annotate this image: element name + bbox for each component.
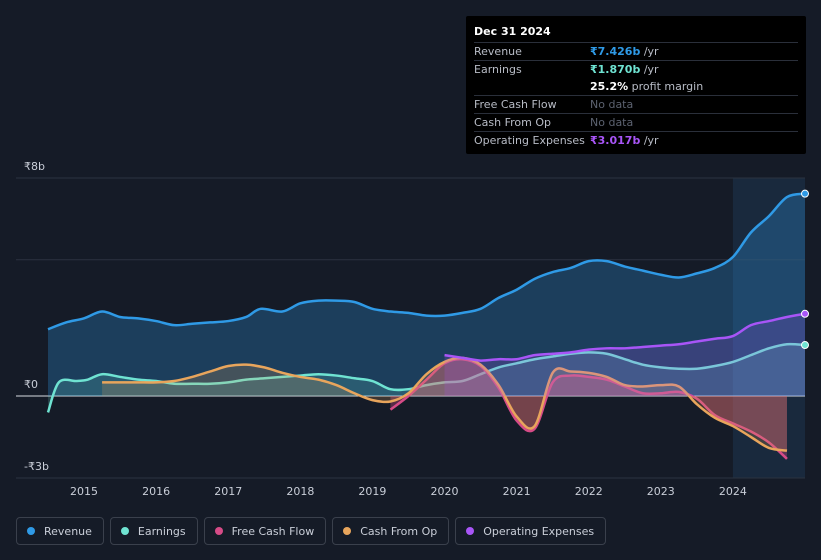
tooltip-row-label — [474, 78, 590, 95]
x-tick-label: 2024 — [719, 485, 747, 498]
tooltip-row: Cash From Op No data — [474, 113, 798, 131]
legend-label: Cash From Op — [360, 524, 438, 538]
tooltip-row: Revenue ₹7.426b /yr — [474, 42, 798, 60]
free-cash-flow-dot-icon — [214, 527, 223, 535]
y-tick-label: ₹0 — [24, 378, 38, 391]
x-tick-label: 2017 — [214, 485, 242, 498]
grid-layer — [16, 177, 805, 479]
legend-label: Free Cash Flow — [231, 524, 315, 538]
cash-from-op-line — [102, 356, 788, 452]
tooltip-row-label: Revenue — [474, 45, 522, 58]
revenue-dot-icon — [27, 527, 35, 535]
x-tick-label: 2019 — [358, 485, 386, 498]
legend-item-cash-from-op[interactable]: Cash From Op — [332, 517, 450, 545]
x-tick-label: 2021 — [503, 485, 531, 498]
x-tick-label: 2018 — [286, 485, 314, 498]
chart-area: ₹8b ₹0 -₹3b 2015 2016 2017 2018 2019 2020 2021 202… — [16, 160, 809, 498]
tooltip-row-value: 25.2% profit margin — [590, 80, 704, 93]
revenue-end-marker — [801, 189, 809, 198]
tooltip-row: 25.2% profit margin — [474, 78, 798, 95]
series-layer — [46, 189, 809, 460]
cash-from-op-dot-icon — [343, 527, 352, 535]
x-tick-label: 2016 — [142, 485, 170, 498]
y-tick-label: ₹8b — [24, 160, 45, 173]
legend-item-operating-expenses[interactable]: Operating Expenses — [455, 517, 607, 545]
legend-item-free-cash-flow[interactable]: Free Cash Flow — [203, 517, 327, 545]
tooltip-row-label: Operating Expenses — [474, 134, 585, 147]
legend-label: Earnings — [137, 524, 186, 538]
revenue-area — [48, 193, 805, 396]
cash-from-op-area — [102, 357, 787, 451]
tooltip-row: Free Cash Flow No data — [474, 95, 798, 113]
x-tick-label: 2022 — [575, 485, 603, 498]
y-tick-label: -₹3b — [24, 460, 49, 473]
tooltip-row: Earnings ₹1.870b /yr — [474, 60, 798, 78]
x-tick-label: 2020 — [431, 485, 459, 498]
legend-item-earnings[interactable]: Earnings — [109, 517, 198, 545]
x-tick-label: 2015 — [70, 485, 98, 498]
tooltip-row-label: Free Cash Flow — [474, 98, 557, 111]
tooltip-panel: Dec 31 2024 Revenue ₹7.426b /yr Earnings ₹1… — [466, 16, 806, 154]
free-cash-flow-area — [390, 359, 787, 459]
earnings-end-marker — [801, 341, 809, 350]
x-tick-label: 2023 — [647, 485, 675, 498]
tooltip-date: Dec 31 2024 — [474, 25, 551, 38]
tooltip-row-value: ₹7.426b /yr — [590, 45, 659, 58]
tooltip-row-label: Earnings — [474, 63, 522, 76]
operating-expenses-end-marker — [801, 309, 809, 318]
legend-item-revenue[interactable]: Revenue — [16, 517, 104, 545]
tooltip-row-value: ₹1.870b /yr — [590, 63, 659, 76]
tooltip-row: Operating Expenses ₹3.017b /yr — [474, 131, 798, 149]
earnings-dot-icon — [120, 527, 129, 535]
legend-label: Operating Expenses — [483, 524, 595, 538]
tooltip-row-value: No data — [590, 116, 634, 129]
tooltip-row-label: Cash From Op — [474, 116, 552, 129]
operating-expenses-area — [444, 313, 805, 396]
legend: Revenue Earnings Free Cash Flow Cash From O… — [16, 517, 607, 545]
operating-expenses-dot-icon — [466, 527, 475, 535]
tooltip-rows: Revenue ₹7.426b /yr Earnings ₹1.870b /yr 25.… — [474, 42, 798, 149]
axis-layer: ₹8b ₹0 -₹3b 2015 2016 2017 2018 2019 2020 2021 202… — [24, 160, 747, 498]
operating-expenses-line — [444, 312, 806, 362]
tooltip-row-value: No data — [590, 98, 634, 111]
revenue-line — [47, 192, 806, 331]
legend-label: Revenue — [44, 524, 92, 538]
earnings-area — [48, 344, 805, 413]
tooltip-row-value: ₹3.017b /yr — [590, 134, 659, 147]
